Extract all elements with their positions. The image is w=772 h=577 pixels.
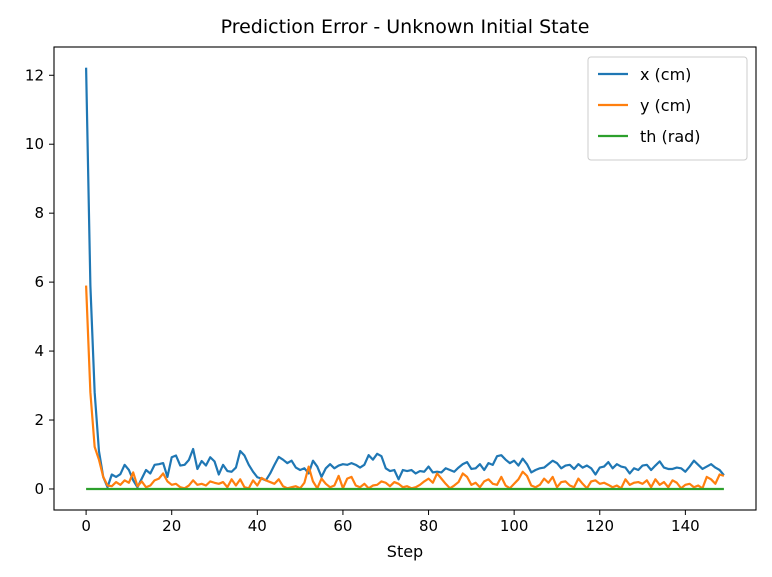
x-tick-label: 140 xyxy=(671,517,700,535)
plot-frame xyxy=(53,46,757,511)
legend-box xyxy=(587,56,748,161)
y-tick-label: 4 xyxy=(34,342,44,360)
legend-label-2: y (cm) xyxy=(640,96,691,115)
x-tick-label: 40 xyxy=(248,517,267,535)
legend-label-3: th (rad) xyxy=(640,127,701,146)
y-tick-label: 6 xyxy=(34,273,44,291)
series-layer xyxy=(85,67,725,491)
x-tick-label: 80 xyxy=(419,517,438,535)
series-line-1 xyxy=(85,67,725,489)
y-tick-label: 0 xyxy=(34,480,44,498)
y-tick-label: 10 xyxy=(25,135,44,153)
x-axis-label: Step xyxy=(387,542,423,561)
ticks-layer: 0 20 40 60 80 100 120 140 0 2 4 6 8 10 12 xyxy=(25,66,700,535)
x-tick-label: 120 xyxy=(585,517,614,535)
x-tick-label: 20 xyxy=(162,517,181,535)
y-tick-label: 12 xyxy=(25,66,44,84)
x-tick-label: 100 xyxy=(500,517,529,535)
x-tick-label: 60 xyxy=(333,517,352,535)
y-tick-label: 2 xyxy=(34,411,44,429)
y-tick-label: 8 xyxy=(34,204,44,222)
legend: x (cm) y (cm) th (rad) xyxy=(587,56,748,161)
legend-label-1: x (cm) xyxy=(640,65,691,84)
series-line-2 xyxy=(85,285,725,490)
x-tick-label: 0 xyxy=(81,517,91,535)
chart-title: Prediction Error - Unknown Initial State xyxy=(221,16,590,38)
